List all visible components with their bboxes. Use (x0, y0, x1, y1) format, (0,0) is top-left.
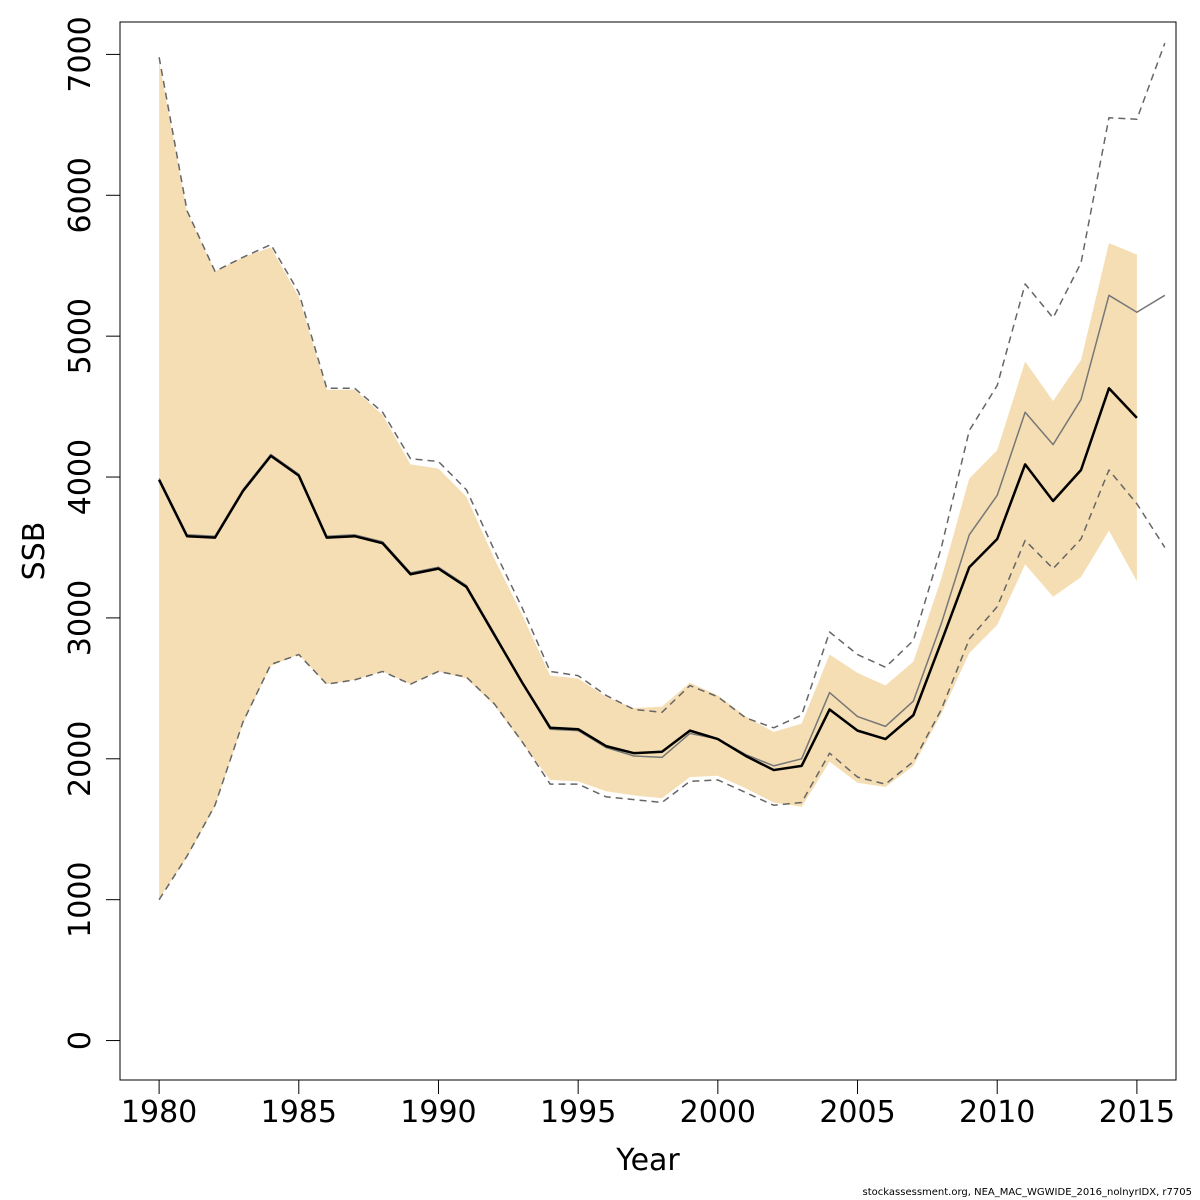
y-axis-title: SSB (17, 522, 52, 581)
x-tick-label: 2005 (819, 1095, 895, 1130)
x-tick-label: 1990 (400, 1095, 476, 1130)
y-tick-label: 6000 (63, 157, 98, 233)
y-tick-label: 4000 (63, 439, 98, 515)
y-tick-label: 1000 (63, 861, 98, 937)
x-axis: 1980 1985 1990 1995 2000 2005 2010 2015 (121, 1079, 1175, 1130)
y-tick-label: 0 (63, 1031, 98, 1050)
x-tick-label: 1985 (261, 1095, 337, 1130)
y-tick-label: 2000 (63, 721, 98, 797)
source-footnote: stockassessment.org, NEA_MAC_WGWIDE_2016… (862, 1187, 1192, 1198)
series-lines-layer (157, 42, 1166, 901)
x-tick-label: 2015 (1099, 1095, 1175, 1130)
confidence-band-layer (159, 61, 1137, 899)
y-tick-label: 7000 (63, 16, 98, 92)
y-axis: 0 1000 2000 3000 4000 5000 6000 7000 (63, 16, 121, 1050)
ci-lower-line (158, 469, 1166, 901)
x-tick-label: 1995 (540, 1095, 616, 1130)
x-axis-title: Year (615, 1143, 680, 1178)
confidence-band (159, 61, 1137, 899)
y-tick-label: 3000 (63, 580, 98, 656)
x-tick-label: 2000 (680, 1095, 756, 1130)
x-tick-label: 1980 (121, 1095, 197, 1130)
ssb-estimate-line (157, 387, 1138, 772)
ci-upper-line (158, 42, 1166, 729)
x-tick-label: 2010 (959, 1095, 1035, 1130)
y-tick-label: 5000 (63, 298, 98, 374)
